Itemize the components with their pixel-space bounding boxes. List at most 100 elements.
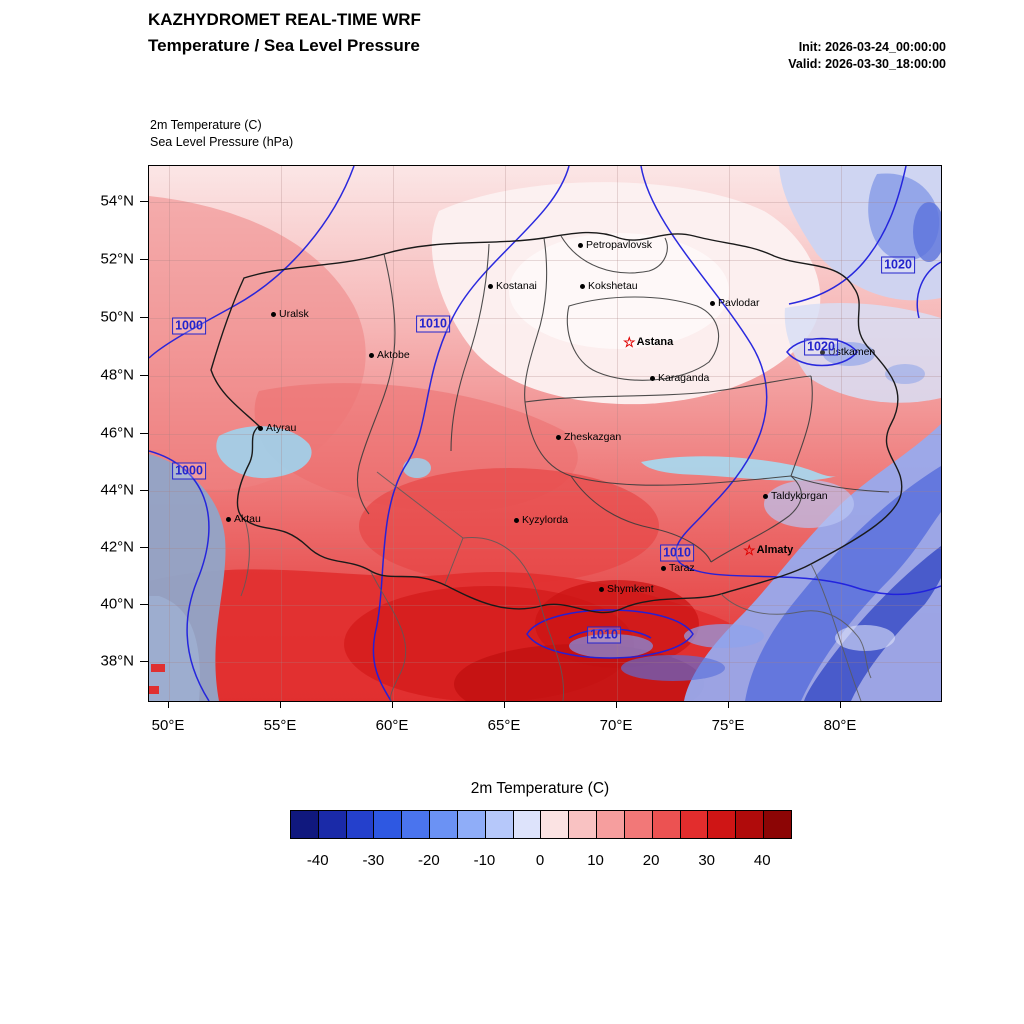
cities-layer: Petropavlovsk Kostanai Kokshetau Pavlodar Ur… — [149, 166, 941, 701]
y-axis-label: 54°N — [100, 192, 134, 210]
city-label: Shymkent — [607, 583, 654, 595]
southwest-warm-spot-1 — [151, 664, 165, 672]
page-title: KAZHYDROMET REAL-TIME WRF — [148, 10, 421, 29]
field-label-temperature: 2m Temperature (C) — [150, 118, 262, 132]
city-taraz: Taraz — [661, 562, 695, 574]
colorbar-tick-label: 20 — [642, 852, 660, 869]
south-mountain-streak-3 — [684, 624, 764, 648]
y-axis-tick — [140, 604, 148, 605]
city-label: Astana — [636, 336, 674, 348]
colorbar-title: 2m Temperature (C) — [470, 780, 610, 797]
city-dot-icon — [710, 300, 715, 306]
y-axis-tick — [140, 201, 148, 202]
graticule-parallel — [149, 202, 941, 203]
city-label: Karaganda — [658, 372, 710, 384]
init-timestamp: Init: 2026-03-24_00:00:00 — [798, 40, 946, 54]
graticule-meridian — [169, 166, 170, 701]
y-axis-tick — [140, 317, 148, 318]
colorbar-cell-14 — [679, 811, 708, 838]
colorbar-tick-label: -10 — [473, 852, 496, 869]
colorbar-cell-4 — [401, 811, 430, 838]
city-kokshetau: Kokshetau — [580, 280, 638, 292]
city-shymkent: Shymkent — [599, 583, 654, 595]
city-label: Pavlodar — [718, 297, 760, 309]
isobar-1010-east — [640, 166, 941, 596]
city-almaty: ☆ Almaty — [743, 542, 794, 558]
borders-group — [210, 231, 903, 701]
colorbar-tick-label: 0 — [535, 852, 545, 869]
y-axis-tick — [140, 259, 148, 260]
isobar-label-1010: 1010 — [587, 626, 621, 644]
pressure-contours-group — [149, 166, 941, 701]
colorbar-tick-labels: -40 -30 -20 -10 0 10 20 30 40 — [290, 852, 790, 874]
colorbar-tick-label: 30 — [698, 852, 715, 869]
south-mountain-streak-1 — [569, 634, 653, 658]
city-dot-icon — [580, 283, 585, 289]
isobar-1020-edge — [916, 261, 941, 319]
y-axis-label: 52°N — [100, 250, 134, 268]
y-axis-label: 46°N — [100, 424, 134, 442]
isobar-label-1000: 1000 — [172, 462, 206, 480]
isobar-1020-northeast — [788, 166, 907, 305]
city-atyrau: Atyrau — [258, 422, 296, 434]
north-caspian-water — [216, 426, 312, 479]
isobar-1000-southwest — [149, 450, 210, 701]
colorbar-cell-12 — [623, 811, 652, 838]
colorbar-tick-label: 40 — [753, 852, 771, 869]
graticule-meridian — [729, 166, 730, 701]
colorbar-tick-label: -40 — [306, 852, 329, 869]
x-axis-label: 50°E — [151, 717, 185, 734]
colorbar-cell-5 — [429, 811, 457, 838]
isobar-label-1020: 1020 — [881, 256, 915, 274]
city-karaganda: Karaganda — [650, 372, 709, 384]
y-axis-label: 50°N — [100, 308, 134, 326]
city-label: Uralsk — [279, 308, 309, 320]
graticule-parallel — [149, 434, 941, 435]
city-dot-icon — [369, 352, 374, 358]
city-label: Petropavlovsk — [586, 239, 652, 251]
colorbar-cell-6 — [456, 811, 485, 838]
colorbar-cell-0 — [291, 811, 318, 838]
city-kyzylorda: Kyzylorda — [514, 514, 568, 526]
isobar-label-1010: 1010 — [660, 544, 694, 562]
city-dot-icon — [599, 586, 604, 592]
city-dot-icon — [578, 242, 583, 248]
capital-star-icon: ☆ — [743, 542, 756, 558]
isobar-label-1020: 1020 — [804, 338, 838, 356]
city-dot-icon — [556, 434, 561, 440]
pressure-labels-layer: 1000 1000 1010 1020 1020 1010 1010 — [149, 166, 941, 701]
x-axis-tick — [616, 701, 617, 708]
city-label: Taldykorgan — [771, 490, 828, 502]
colorbar-cell-2 — [345, 811, 374, 838]
y-axis-tick — [140, 490, 148, 491]
x-axis-label: 55°E — [263, 717, 297, 734]
taldykorgan-cool-patch — [764, 480, 854, 528]
y-axis-tick — [140, 661, 148, 662]
colorbar-cell-17 — [763, 811, 791, 838]
x-axis-tick — [728, 701, 729, 708]
graticule-parallel — [149, 548, 941, 549]
colorbar-tick-label: 10 — [587, 852, 604, 869]
city-label: Kostanai — [496, 280, 537, 292]
x-axis-label: 70°E — [599, 717, 633, 734]
isobar-label-1000: 1000 — [172, 317, 206, 335]
graticule-parallel — [149, 260, 941, 261]
x-axis-tick — [840, 701, 841, 708]
east-cold-spot-2 — [885, 364, 925, 384]
city-label: Almaty — [756, 544, 794, 556]
city-label: Zheskazgan — [564, 431, 622, 443]
graticule-meridian — [617, 166, 618, 701]
colorbar-cell-10 — [568, 811, 597, 838]
lake-balkhash — [641, 456, 839, 481]
x-axis-tick — [168, 701, 169, 708]
isobar-1010-south-inner — [568, 628, 652, 639]
city-pavlodar: Pavlodar — [710, 297, 759, 309]
colorbar-cell-15 — [707, 811, 736, 838]
city-astana: ☆ Astana — [623, 335, 674, 349]
aral-sea — [403, 458, 431, 478]
city-zheskazgan: Zheskazgan — [556, 431, 621, 443]
map-area: Petropavlovsk Kostanai Kokshetau Pavlodar Ur… — [148, 165, 942, 702]
colorbar — [290, 810, 792, 839]
isobar-1010-south-loop — [526, 609, 694, 659]
